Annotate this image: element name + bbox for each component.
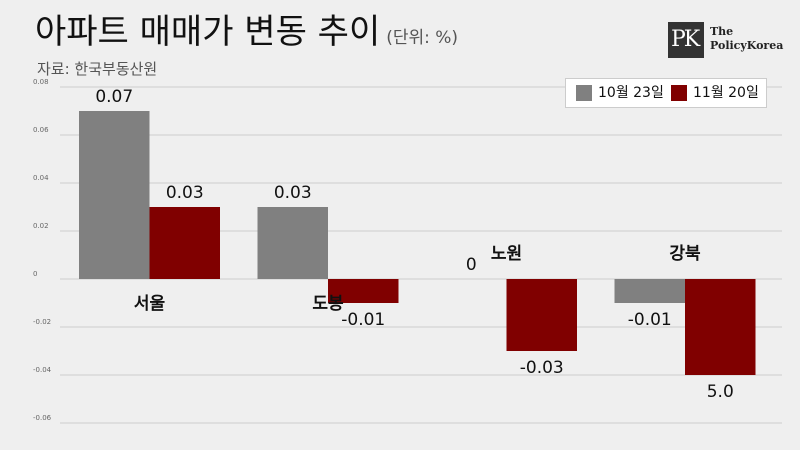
category-label: 노원 — [491, 244, 522, 264]
bar-2 — [506, 279, 577, 351]
data-label: 0 — [466, 255, 477, 275]
chart-title: 아파트 매매가 변동 추이 (단위: %) — [35, 10, 458, 60]
bar-1 — [257, 207, 328, 279]
logo-text: The PolicyKorea — [710, 25, 785, 53]
data-label: -0.03 — [520, 358, 564, 378]
category-label: 강북 — [669, 244, 701, 264]
logo-mark-box: PK — [668, 22, 704, 58]
legend-swatch-series-2 — [671, 85, 687, 101]
source-label: 자료: 한국부동산원 — [37, 60, 158, 78]
legend-label-series-1: 10월 23일 — [598, 85, 664, 101]
chart-title-text: 아파트 매매가 변동 추이 — [35, 12, 381, 52]
data-label: -0.01 — [628, 310, 672, 330]
policykorea-logo: PK The PolicyKorea — [668, 22, 783, 58]
y-tick-label: 0.06 — [33, 126, 49, 134]
legend-item-series-1: 10월 23일 — [576, 84, 664, 102]
data-label: -0.01 — [341, 310, 385, 330]
y-tick-label: 0 — [33, 270, 37, 278]
logo-text-line1: The — [710, 25, 734, 38]
data-label: 0.03 — [166, 183, 204, 203]
category-label: 서울 — [134, 294, 166, 314]
data-label: 5.0 — [707, 382, 734, 402]
bar-1 — [614, 279, 685, 303]
legend: 10월 23일 11월 20일 — [565, 78, 767, 108]
y-tick-label: -0.06 — [33, 414, 52, 422]
bar-2 — [685, 279, 756, 375]
data-label: 0.07 — [95, 87, 133, 107]
logo-text-line2: PolicyKorea — [710, 39, 784, 52]
data-label: 0.03 — [274, 183, 312, 203]
legend-item-series-2: 11월 20일 — [671, 84, 759, 102]
category-label: 도봉 — [312, 294, 344, 314]
y-tick-label: -0.02 — [33, 318, 51, 326]
legend-label-series-2: 11월 20일 — [693, 85, 759, 101]
y-tick-label: -0.04 — [33, 366, 52, 374]
bar-2 — [328, 279, 399, 303]
y-tick-label: 0.04 — [33, 174, 49, 182]
y-tick-label: 0.02 — [33, 222, 49, 230]
logo-mark: PK — [671, 27, 700, 52]
bar-2 — [149, 207, 220, 279]
unit-label: (단위: %) — [386, 28, 459, 48]
legend-swatch-series-1 — [576, 85, 592, 101]
bar-1 — [79, 111, 150, 279]
y-tick-label: 0.08 — [33, 78, 49, 86]
